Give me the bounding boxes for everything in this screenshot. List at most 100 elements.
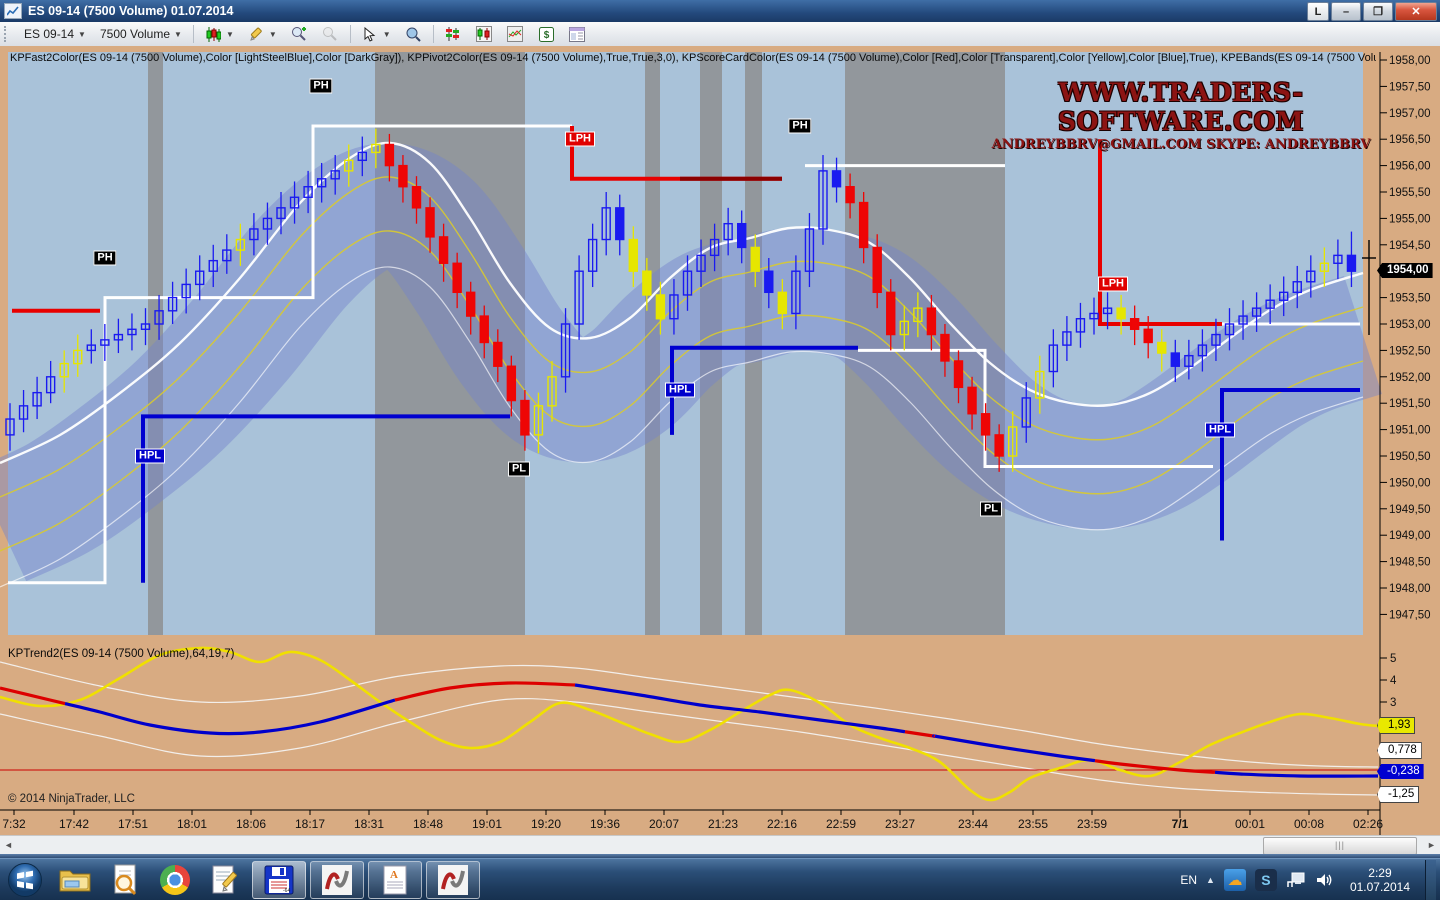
svg-text:19:20: 19:20 [531, 817, 561, 831]
svg-text:1957,50: 1957,50 [1389, 81, 1431, 93]
svg-text:1956,50: 1956,50 [1389, 134, 1431, 146]
main-chart-canvas[interactable]: 1958,00 1957,50 1957,00 1956,50 1956,00 1955,… [0, 46, 1440, 854]
svg-text:A: A [390, 869, 398, 881]
candles-icon [476, 26, 493, 43]
skype-tray-icon[interactable]: S [1254, 869, 1277, 891]
svg-text:1958,00: 1958,00 [1389, 55, 1431, 67]
svg-text:1952,00: 1952,00 [1389, 372, 1431, 384]
chart-toolbar: ES 09-14 ▼ 7500 Volume ▼ ▼ ▼ ▼ [0, 22, 1440, 47]
chevron-down-icon: ▼ [382, 29, 391, 39]
svg-text:00:01: 00:01 [1235, 817, 1265, 831]
line-chart-icon [507, 26, 524, 43]
pointer-button[interactable]: ▼ [355, 23, 398, 46]
taskbar-item-explorer[interactable] [52, 861, 98, 899]
tray-clock[interactable]: 2:29 01.07.2014 [1350, 866, 1410, 894]
pencil-icon [248, 26, 265, 43]
horizontal-scrollbar[interactable]: ◄ ||| ► [0, 835, 1440, 855]
drawing-tools-button[interactable]: ▼ [241, 23, 284, 46]
svg-text:21:23: 21:23 [708, 817, 738, 831]
bars-icon [445, 26, 462, 43]
svg-text:22:59: 22:59 [826, 817, 856, 831]
svg-text:23:27: 23:27 [885, 817, 915, 831]
network-tray-icon[interactable] [1286, 871, 1306, 889]
toolbar-grip[interactable] [4, 26, 13, 42]
svg-text:17:51: 17:51 [118, 817, 148, 831]
zoom-out-icon [322, 26, 339, 43]
taskbar-item-notepad[interactable] [202, 861, 248, 899]
taskbar-app-floppy[interactable]: -64 [252, 861, 306, 899]
chevron-down-icon: ▼ [174, 29, 182, 39]
svg-text:18:31: 18:31 [354, 817, 384, 831]
svg-text:23:55: 23:55 [1018, 817, 1048, 831]
svg-text:23:44: 23:44 [958, 817, 988, 831]
scroll-right-arrow[interactable]: ► [1427, 840, 1436, 850]
close-button[interactable]: ✕ [1395, 2, 1437, 21]
line-type-button[interactable] [500, 23, 531, 46]
svg-text:18:01: 18:01 [177, 817, 207, 831]
svg-text:7/1: 7/1 [1172, 817, 1189, 831]
candlestick-icon [205, 26, 222, 43]
minimize-button[interactable]: – [1331, 2, 1361, 21]
hidden-icons-button[interactable]: ▲ [1206, 875, 1215, 885]
svg-text:19:01: 19:01 [472, 817, 502, 831]
layout-button[interactable]: L [1307, 2, 1329, 21]
svg-text:18:48: 18:48 [413, 817, 443, 831]
title-bar: ES 09-14 (7500 Volume) 01.07.2014 L – ❐ … [0, 0, 1440, 22]
language-indicator[interactable]: EN [1180, 873, 1198, 887]
interval-selector[interactable]: 7500 Volume ▼ [99, 27, 182, 41]
app-icon [4, 3, 22, 19]
svg-text:1951,50: 1951,50 [1389, 398, 1431, 410]
taskbar-item-search[interactable] [102, 861, 148, 899]
svg-text:1953,00: 1953,00 [1389, 319, 1431, 331]
separator [192, 25, 194, 43]
svg-text:22:16: 22:16 [767, 817, 797, 831]
show-desktop-button[interactable] [1425, 860, 1436, 900]
svg-text:1950,00: 1950,00 [1389, 477, 1431, 489]
taskbar-app-ninjatrader[interactable] [310, 861, 364, 899]
chart-style-button[interactable]: ▼ [198, 23, 241, 46]
svg-text:1957,00: 1957,00 [1389, 108, 1431, 120]
taskbar: -64 A EN ▲ ☁ S 2:29 01.07.2014 [0, 858, 1440, 900]
svg-text:3: 3 [1390, 697, 1396, 709]
svg-text:1949,50: 1949,50 [1389, 504, 1431, 516]
lower-indicator-label: KPTrend2(ES 09-14 (7500 Volume),64,19,7) [8, 648, 235, 660]
tray-date: 01.07.2014 [1349, 880, 1410, 894]
zoom-out-button[interactable] [315, 23, 346, 46]
chart-panel: 1958,00 1957,50 1957,00 1956,50 1956,00 1955,… [0, 46, 1440, 854]
taskbar-app-ninjatrader-2[interactable] [426, 861, 480, 899]
instrument-selector[interactable]: ES 09-14 ▼ [24, 27, 86, 41]
svg-text:1954,50: 1954,50 [1389, 240, 1431, 252]
svg-text:1955,00: 1955,00 [1389, 213, 1431, 225]
restore-button[interactable]: ❐ [1363, 2, 1393, 21]
window-bottom-border [0, 854, 1440, 858]
svg-text:1950,50: 1950,50 [1389, 451, 1431, 463]
chrome-icon [160, 865, 190, 895]
svg-text:18:17: 18:17 [295, 817, 325, 831]
svg-text:1951,00: 1951,00 [1389, 425, 1431, 437]
svg-text:1954,00: 1954,00 [1389, 266, 1431, 278]
fundamental-button[interactable]: $ [531, 23, 562, 46]
svg-text:1952,50: 1952,50 [1389, 345, 1431, 357]
svg-text:1948,00: 1948,00 [1389, 583, 1431, 595]
svg-text:18:06: 18:06 [236, 817, 266, 831]
taskbar-app-document[interactable]: A [368, 861, 422, 899]
candle-type-button[interactable] [469, 23, 500, 46]
chevron-down-icon: ▼ [225, 29, 234, 39]
scroll-left-arrow[interactable]: ◄ [4, 840, 13, 850]
svg-text:1956,00: 1956,00 [1389, 161, 1431, 173]
scrollbar-thumb[interactable]: ||| [1263, 837, 1417, 855]
data-box-button[interactable] [398, 23, 429, 46]
system-tray: EN ▲ ☁ S 2:29 01.07.2014 [1180, 860, 1440, 900]
start-button[interactable] [2, 861, 48, 899]
bars-type-button[interactable] [438, 23, 469, 46]
volume-tray-icon[interactable] [1315, 871, 1335, 889]
separator [349, 25, 351, 43]
zoom-in-button[interactable] [284, 23, 315, 46]
svg-text:7:32: 7:32 [2, 817, 26, 831]
svg-text:1949,00: 1949,00 [1389, 530, 1431, 542]
grid-button[interactable] [562, 23, 593, 46]
weather-tray-icon[interactable]: ☁ [1223, 869, 1246, 891]
svg-text:19:36: 19:36 [590, 817, 620, 831]
svg-text:20:07: 20:07 [649, 817, 679, 831]
taskbar-item-chrome[interactable] [152, 861, 198, 899]
